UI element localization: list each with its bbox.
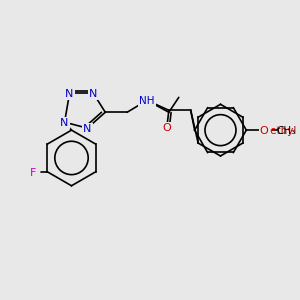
Text: methyl: methyl [260, 126, 296, 136]
Text: N: N [83, 124, 92, 134]
Text: F: F [30, 168, 37, 178]
Text: NH: NH [139, 96, 155, 106]
Text: N: N [89, 89, 98, 99]
Text: O: O [163, 123, 171, 133]
Text: O: O [262, 126, 271, 136]
Text: N: N [60, 118, 69, 128]
Text: O: O [260, 126, 268, 136]
Text: N: N [65, 89, 74, 99]
Text: CH₃: CH₃ [276, 126, 296, 136]
Text: O: O [260, 126, 268, 136]
